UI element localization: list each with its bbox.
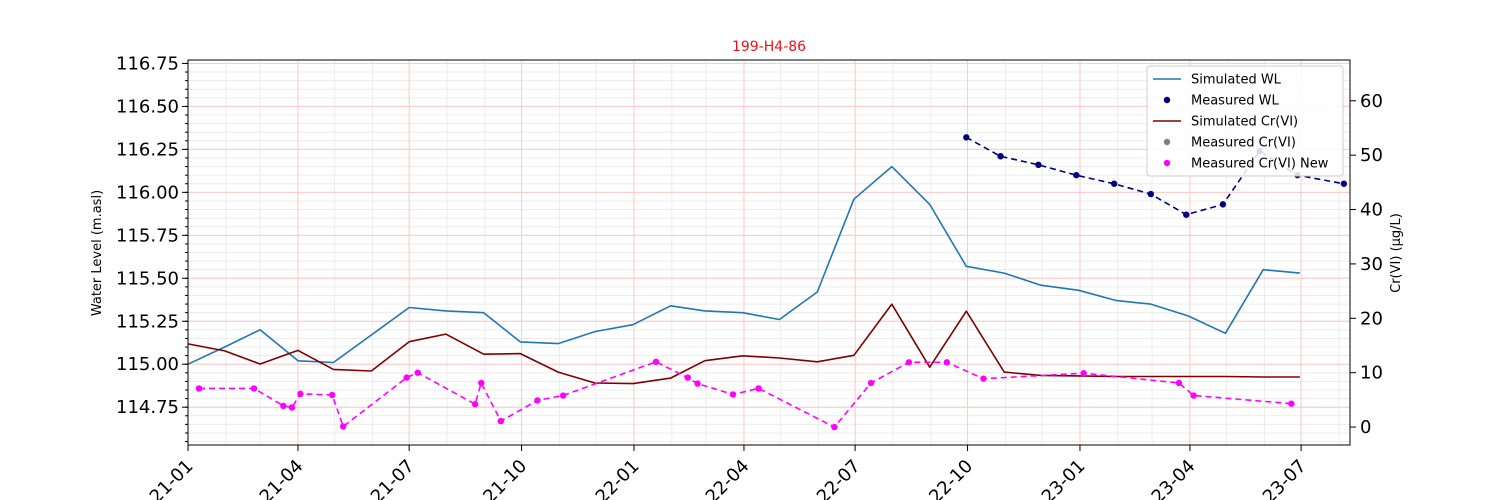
data-point-measured-cr-vi-new [694,380,701,387]
series-line-measured-cr-vi-new [199,360,1292,428]
data-point-measured-cr-vi-new [328,391,336,399]
data-point-measured-cr-vi-new [297,390,304,398]
data-point-measured-cr-vi-new [288,404,296,411]
data-point-measured-cr-vi-new [339,423,347,430]
legend: Simulated WL Measured WL Simulated Cr(VI) M… [1146,65,1344,177]
data-point-measured-wl [1147,190,1155,198]
data-point-measured-wl [1035,161,1042,169]
legend-label: Measured Cr(VI) New [1191,157,1329,172]
y-left-tick-label: 116.00 [116,182,179,203]
legend-swatch-dot [1163,138,1171,146]
data-point-measured-cr-vi-new [250,385,258,392]
legend-box [1146,65,1344,177]
y-left-tick-label: 115.25 [116,311,179,332]
data-point-measured-cr-vi-new [831,423,838,431]
data-point-measured-wl [1110,180,1118,187]
y-axis-right-label: Cr(VI) (µg/L) [1389,213,1404,293]
data-point-measured-cr-vi-new [478,379,485,387]
legend-label: Measured WL [1191,94,1279,109]
legend-label: Simulated Cr(VI) [1191,115,1298,130]
chart-title: 199-H4-86 [732,39,806,55]
data-point-measured-cr-vi-new [195,385,203,392]
data-point-measured-wl [1219,201,1227,208]
data-point-measured-cr-vi-new [652,358,660,366]
data-point-measured-cr-vi-new [729,391,737,398]
data-point-measured-cr-vi-new [1190,392,1197,399]
y-left-tick-label: 116.25 [116,139,179,160]
data-point-measured-cr-vi-new [980,375,987,382]
data-point-measured-cr-vi-new [403,374,410,381]
data-point-measured-cr-vi-new [559,392,567,399]
y-right-tick-label: 50 [1360,145,1383,166]
y-right-tick-label: 0 [1360,417,1371,438]
legend-label: Simulated WL [1191,73,1282,88]
major-grid [187,60,1350,445]
data-point-measured-cr-vi-new [534,397,541,404]
y-left-tick-label: 115.50 [116,268,179,289]
data-point-measured-wl [1183,211,1190,218]
series-line-simulated-cr-vi [187,303,1300,385]
data-point-measured-cr-vi-new [414,369,421,376]
y-right-tick-label: 60 [1360,91,1383,112]
y-left-tick-label: 115.75 [116,225,179,246]
y-left-tick-label: 116.50 [116,96,179,117]
data-point-measured-cr-vi-new [943,359,950,366]
y-right-tick-label: 20 [1360,308,1383,329]
data-point-measured-cr-vi-new [684,374,691,381]
data-point-measured-wl [1073,171,1080,179]
y-left-tick-label: 114.75 [116,397,179,418]
data-point-measured-cr-vi-new [497,417,504,425]
legend-swatch-dot [1163,159,1171,167]
data-point-measured-cr-vi-new [755,385,762,392]
data-point-measured-cr-vi-new [1288,400,1295,407]
data-point-measured-cr-vi-new [905,359,913,366]
y-right-tick-label: 10 [1360,363,1383,384]
y-axis-left-label: Water Level (m.asl) [90,190,105,316]
data-point-measured-cr-vi-new [471,401,479,408]
y-left-tick-label: 116.75 [116,53,179,74]
data-point-measured-cr-vi-new [867,379,875,387]
data-point-measured-cr-vi-new [280,402,287,410]
data-point-measured-wl [997,153,1004,160]
legend-label: Measured Cr(VI) [1191,136,1296,151]
y-left-tick-label: 115.00 [116,354,179,375]
data-point-measured-wl [1340,180,1348,187]
series-layer [187,134,1348,431]
series-line-simulated-wl [187,165,1300,365]
y-right-tick-label: 40 [1360,200,1383,221]
y-right-tick-label: 30 [1360,254,1383,275]
data-point-measured-cr-vi-new [1175,379,1183,387]
data-point-measured-wl [963,134,970,141]
legend-swatch-dot [1163,96,1171,104]
data-point-measured-cr-vi-new [1080,370,1087,377]
